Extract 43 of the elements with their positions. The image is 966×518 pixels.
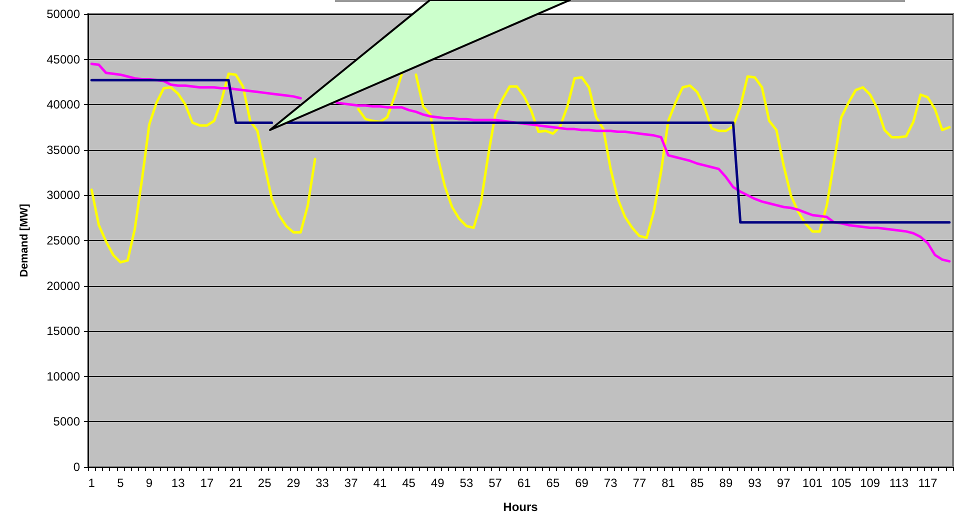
x-axis-title: Hours (503, 500, 538, 514)
y-tick-label: 10000 (46, 369, 80, 384)
x-tick-label: 5 (117, 476, 124, 490)
x-tick-label: 117 (918, 476, 938, 490)
x-tick-label: 37 (344, 476, 358, 490)
x-tick-label: 49 (430, 476, 445, 490)
x-tick-label: 21 (229, 476, 243, 490)
x-tick-label: 105 (831, 476, 852, 490)
x-tick-label: 13 (171, 476, 186, 490)
x-tick-label: 109 (860, 476, 880, 490)
x-tick-label: 29 (286, 476, 300, 490)
x-tick-label: 9 (146, 476, 153, 490)
x-tick-label: 61 (517, 476, 532, 490)
y-tick-label: 0 (73, 460, 80, 474)
x-tick-label: 33 (316, 476, 330, 490)
x-tick-label: 25 (258, 476, 272, 490)
x-tick-label: 1 (88, 476, 96, 490)
x-tick-label: 89 (719, 476, 733, 490)
y-tick-label: 45000 (46, 52, 80, 66)
y-axis-title: Demand [MW] (18, 204, 30, 278)
x-tick-label: 53 (460, 476, 474, 490)
y-tick-label: 15000 (46, 324, 80, 338)
x-tick-label: 69 (575, 476, 589, 490)
y-tick-label: 35000 (46, 142, 80, 157)
x-tick-label: 81 (662, 476, 676, 490)
x-tick-label: 93 (748, 476, 762, 490)
x-tick-label: 57 (488, 476, 502, 490)
x-tick-label: 73 (604, 476, 618, 490)
y-tick-label: 30000 (46, 188, 80, 202)
y-tick-label: 25000 (46, 234, 80, 248)
x-tick-label: 101 (802, 476, 823, 490)
x-tick-label: 45 (402, 476, 416, 490)
x-tick-label: 113 (889, 476, 909, 490)
x-tick-label: 65 (546, 476, 560, 490)
y-tick-label: 40000 (46, 98, 80, 112)
x-tick-label: 85 (690, 476, 704, 490)
y-tick-label: 20000 (46, 278, 80, 293)
y-tick-label: 5000 (53, 414, 80, 429)
x-tick-label: 41 (373, 476, 387, 490)
x-tick-label: 17 (200, 476, 214, 490)
y-tick-label: 50000 (46, 7, 80, 21)
x-tick-label: 77 (632, 476, 646, 490)
x-tick-label: 97 (776, 476, 791, 490)
